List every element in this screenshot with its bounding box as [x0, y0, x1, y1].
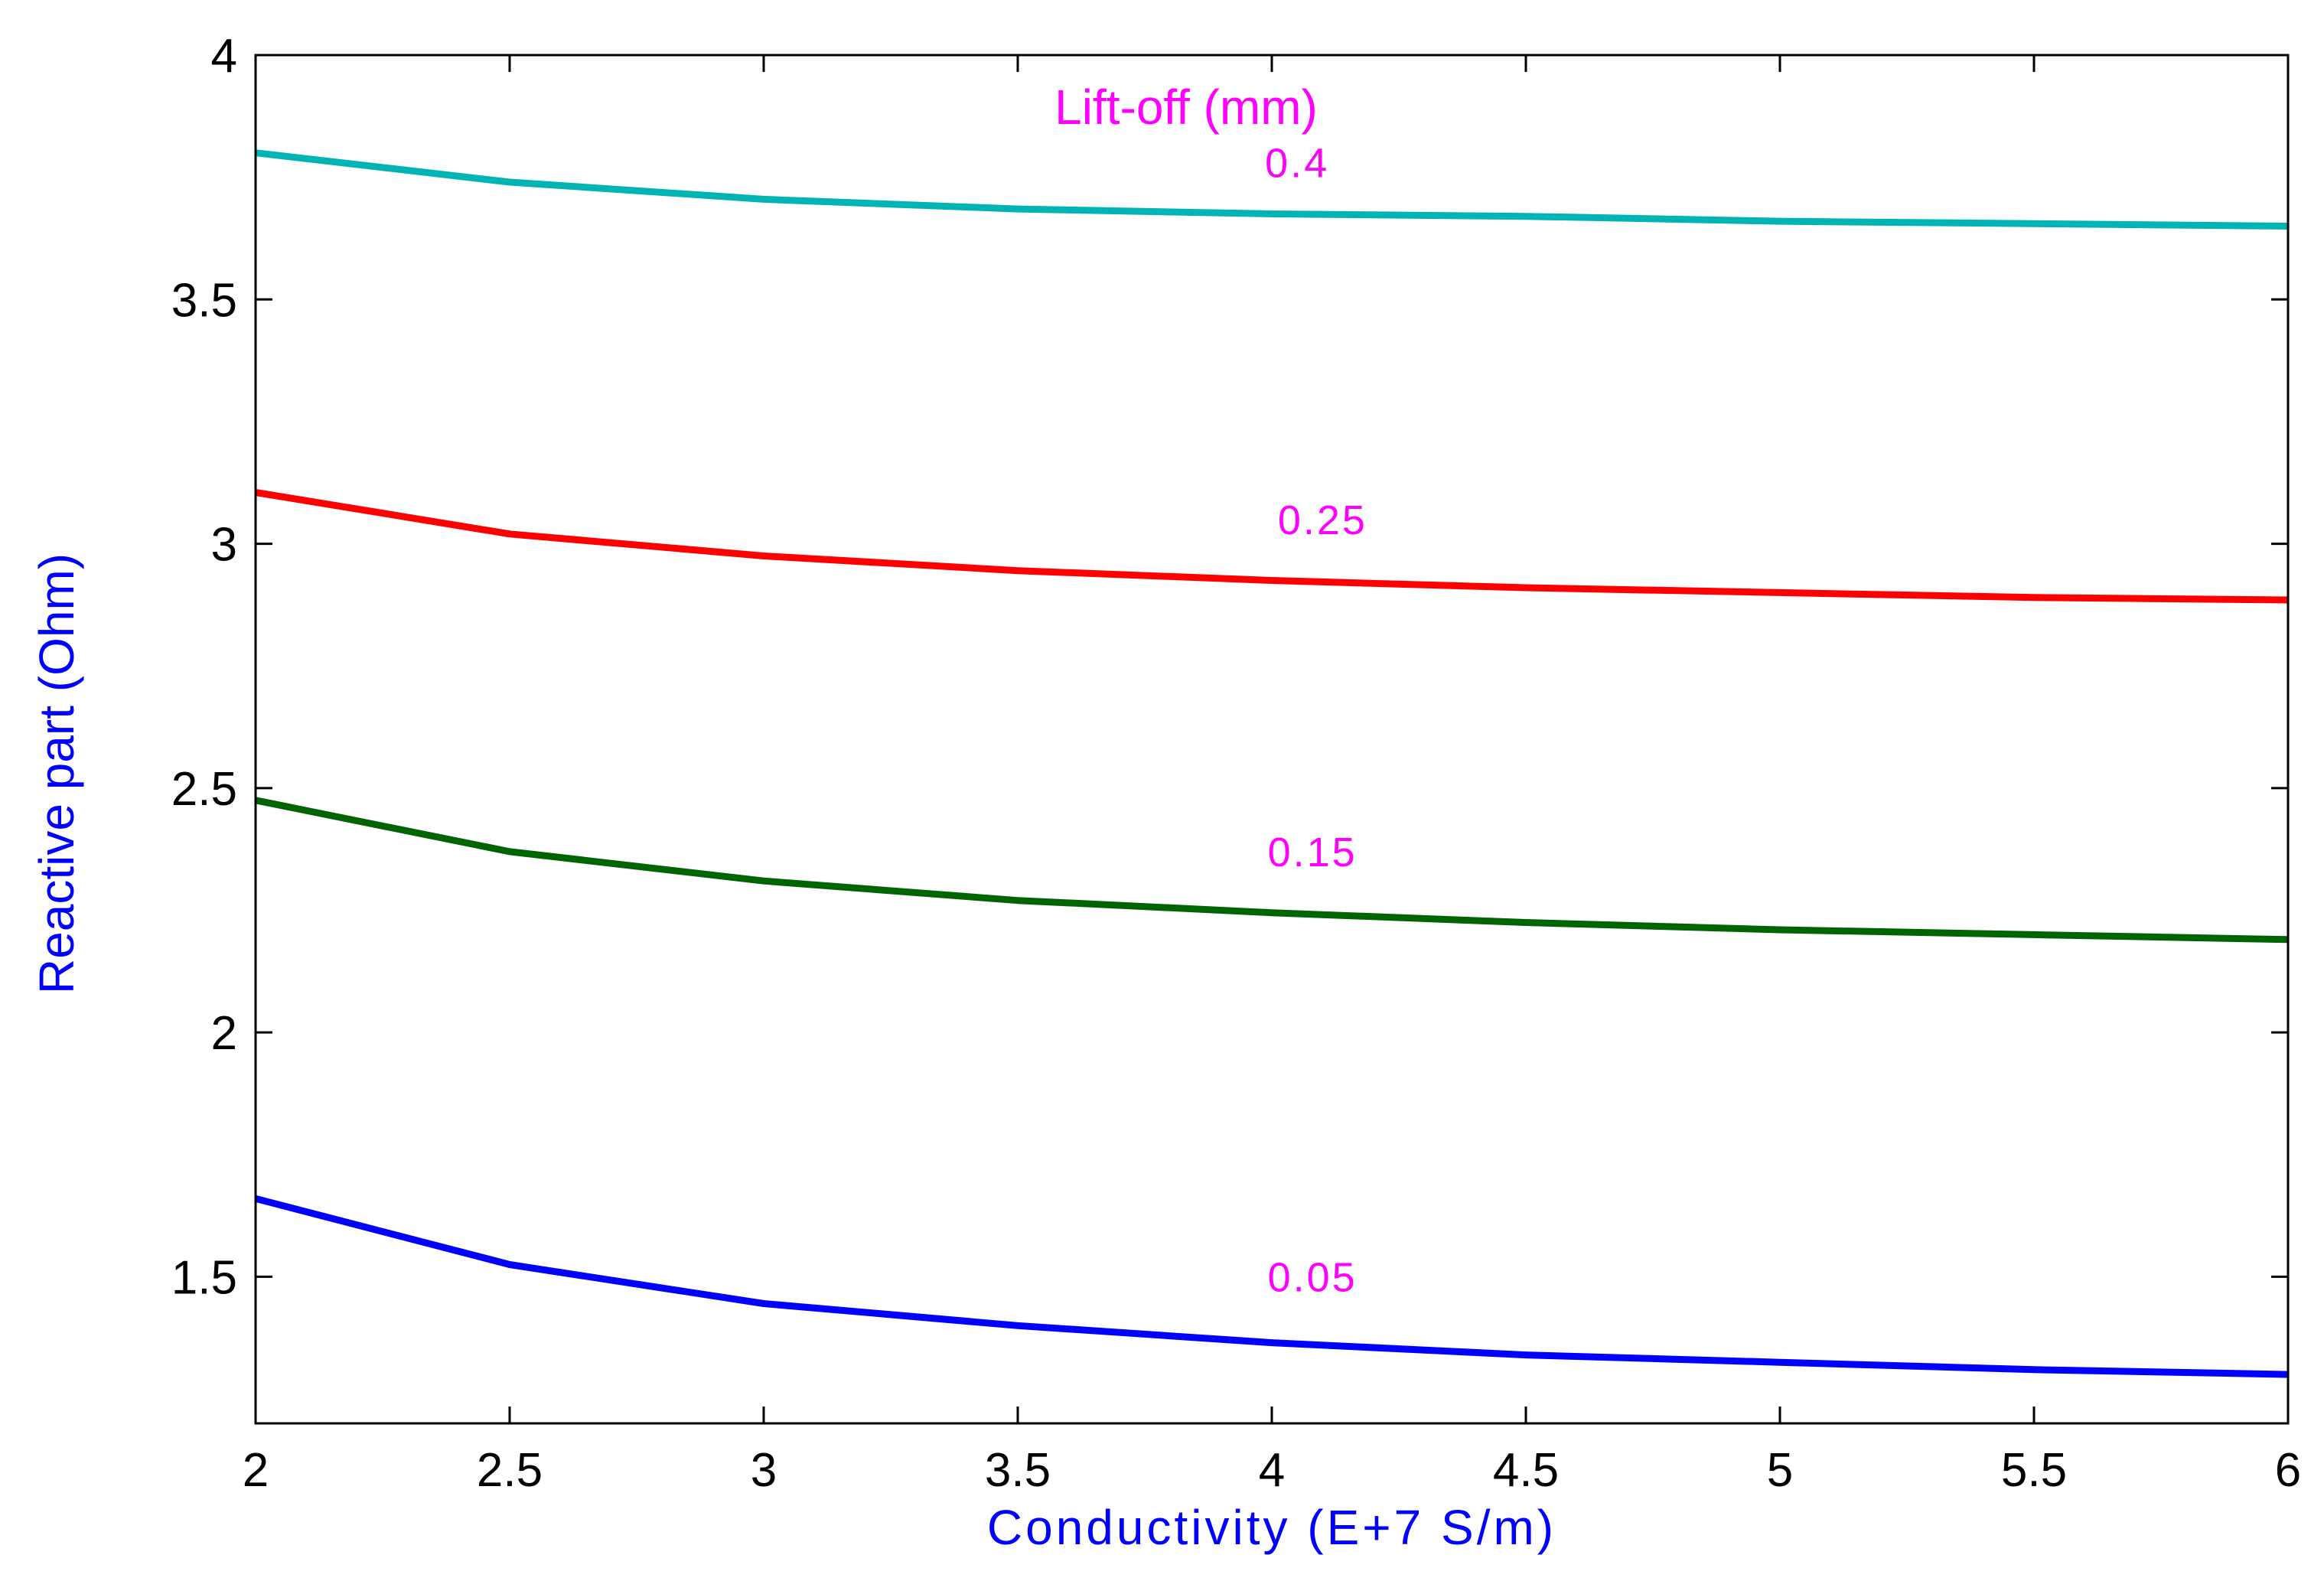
x-tick-label: 3.5 [985, 1444, 1051, 1497]
y-tick-label: 3.5 [171, 274, 237, 327]
series-label: 0.4 [1265, 141, 1329, 187]
series-line-0-4 [255, 149, 2289, 230]
y-tick-label: 2 [211, 1007, 237, 1060]
x-tick-labels: 2 2.5 3 3.5 4 4.5 5 5.5 6 [243, 1444, 2301, 1497]
series-line-0-25 [255, 489, 2289, 604]
series-line-0-05 [254, 1195, 2289, 1378]
x-tick-label: 4 [1259, 1444, 1285, 1497]
y-tick-label: 2.5 [171, 763, 237, 816]
x-tick-label: 4.5 [1493, 1444, 1559, 1497]
x-tick-label: 5.5 [2001, 1444, 2067, 1497]
y-tick-label: 3 [211, 519, 237, 572]
x-axis-title: Conductivity (E+7 S/m) [987, 1500, 1556, 1555]
series-label: 0.15 [1268, 830, 1358, 875]
x-tick-label: 6 [2275, 1444, 2301, 1497]
x-tick-label: 2.5 [477, 1444, 543, 1497]
legend-title: Lift-off (mm) [1054, 80, 1318, 135]
series-layer [254, 149, 2289, 1378]
y-tick-label: 1.5 [171, 1251, 237, 1304]
plot-frame [254, 54, 2290, 1425]
series-line-0-15 [255, 797, 2289, 944]
y-tick-label: 4 [211, 30, 237, 83]
x-tick-label: 2 [243, 1444, 269, 1497]
y-tick-labels: 1.5 2 2.5 3 3.5 4 [171, 30, 237, 1304]
x-tick-label: 3 [751, 1444, 777, 1497]
y-axis-title: Reactive part (Ohm) [29, 553, 84, 994]
x-tick-label: 5 [1767, 1444, 1793, 1497]
series-labels: 0.4 0.25 0.15 0.05 [1265, 141, 1367, 1301]
series-label: 0.25 [1278, 497, 1367, 543]
series-label: 0.05 [1268, 1255, 1358, 1301]
